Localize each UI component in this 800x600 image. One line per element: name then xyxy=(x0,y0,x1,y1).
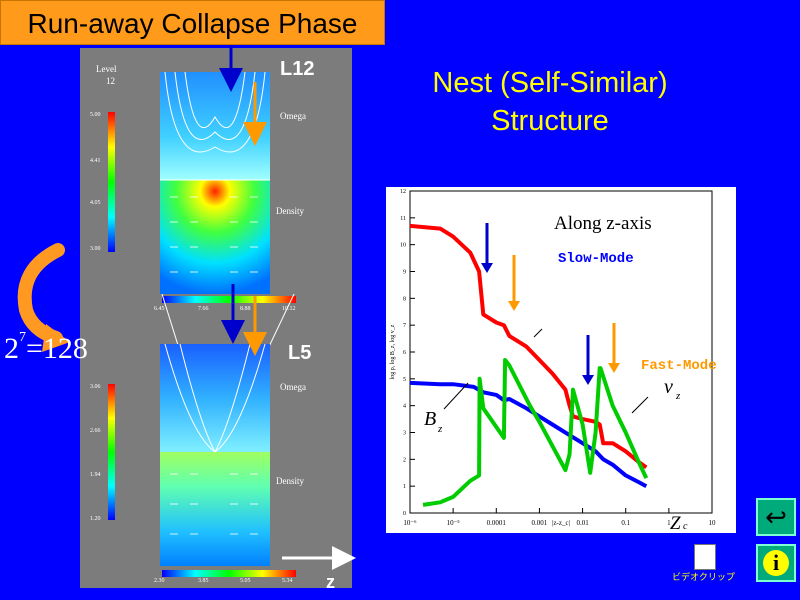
y-tick-label: 9 xyxy=(403,270,406,276)
chart-axes: 10⁻⁶ 10⁻⁵ 0.0001 0.001 0.01 0.1 1 1001234567891… xyxy=(390,189,716,527)
eq-exponent: 7 xyxy=(19,330,26,345)
top-cbar-tick-3: 3.00 xyxy=(90,246,101,252)
headline-line2: Structure xyxy=(491,105,609,137)
bottom-sim-image xyxy=(160,344,270,566)
x-tick-label: 0.0001 xyxy=(487,519,507,527)
y-tick-label: 6 xyxy=(403,350,406,356)
x-tick-label: 10⁻⁵ xyxy=(447,519,461,527)
headline-line1: Nest (Self-Similar) xyxy=(432,67,668,99)
eq-base: 2 xyxy=(4,332,19,365)
top-h-colorbar xyxy=(162,296,296,303)
bottom-h-tick-2: 5.05 xyxy=(240,578,251,584)
chart-blue-arrow-1-head xyxy=(481,263,493,273)
bottom-density-label: Density xyxy=(276,476,304,486)
level-value: 12 xyxy=(106,76,115,86)
top-plot-tag: L12 xyxy=(280,58,315,80)
profile-chart: 10⁻⁶ 10⁻⁵ 0.0001 0.001 0.01 0.1 1 10 0 1 2 3 4 5 6 7 8 9 1… xyxy=(386,187,736,534)
chart-blue-arrow-2-head xyxy=(582,375,594,385)
x-axis-label: |z-z_c| xyxy=(552,519,570,527)
top-h-tick-2: 8.88 xyxy=(240,306,251,312)
bottom-omega-label: Omega xyxy=(280,382,306,392)
level-label: Level xyxy=(96,64,117,74)
density-pointer xyxy=(533,328,543,338)
bz-label: B xyxy=(424,408,436,430)
y-axis-label: log ρ, log B_z, log v_z xyxy=(390,324,396,379)
vz-subscript: z xyxy=(675,390,681,402)
top-omega-label: Omega xyxy=(280,111,306,121)
y-tick-label: 2 xyxy=(403,457,406,463)
z-axis-label: z xyxy=(326,572,335,592)
bottom-h-tick-1: 3.85 xyxy=(198,578,209,584)
chart-series-layer xyxy=(409,223,649,507)
y-tick-label: 8 xyxy=(403,296,406,302)
top-cbar-tick-1: 4.41 xyxy=(90,158,101,164)
y-tick-label: 0 xyxy=(403,511,406,517)
y-tick-label: 7 xyxy=(403,323,406,329)
series-line-2 xyxy=(422,358,649,507)
bottom-cbar-tick-3: 1.20 xyxy=(90,516,101,522)
x-tick-label: 0.1 xyxy=(621,519,630,527)
y-tick-label: 11 xyxy=(400,216,406,222)
x-tick-label: 1 xyxy=(667,519,671,527)
x-tick-label: 0.01 xyxy=(576,519,589,527)
zc-subscript: c xyxy=(683,521,688,532)
bz-pointer xyxy=(443,382,469,410)
x-tick-label: 0.001 xyxy=(532,519,548,527)
x-tick-label: 10 xyxy=(709,519,717,527)
back-button[interactable]: ↩ xyxy=(756,498,796,536)
bottom-cbar-tick-1: 2.66 xyxy=(90,428,101,434)
info-icon: i xyxy=(763,550,789,576)
top-colorbar xyxy=(108,112,115,252)
slide-title: Run-away Collapse Phase xyxy=(0,0,385,45)
slow-mode-label: Slow-Mode xyxy=(558,251,634,267)
top-density-label: Density xyxy=(276,206,304,216)
vz-label: v xyxy=(664,376,673,398)
chart-orange-arrow-1-head xyxy=(508,301,520,311)
video-clip-caption[interactable]: ビデオクリップ xyxy=(672,572,735,582)
zc-label: Z xyxy=(670,513,681,533)
zoom-equation: 27=128 xyxy=(4,330,88,366)
top-h-tick-1: 7.66 xyxy=(198,306,209,312)
bottom-h-colorbar xyxy=(162,570,296,577)
video-clip-icon[interactable] xyxy=(694,544,716,570)
curved-orange-arrow xyxy=(17,243,65,345)
y-tick-label: 5 xyxy=(403,377,406,383)
headline: Nest (Self-Similar) Structure xyxy=(395,64,705,140)
simulation-panel: Level 12 5.00 4.41 4.05 3.00 L12 Omega D… xyxy=(80,48,352,588)
top-h-tick-0: 6.45 xyxy=(154,306,165,312)
y-tick-label: 3 xyxy=(403,431,406,437)
x-tick-label: 10⁻⁶ xyxy=(403,519,417,527)
top-cbar-tick-0: 5.00 xyxy=(90,112,101,118)
info-button[interactable]: i xyxy=(756,544,796,582)
bottom-colorbar xyxy=(108,384,115,520)
fast-mode-label: Fast-Mode xyxy=(641,358,717,374)
eq-rhs: =128 xyxy=(26,332,88,365)
bottom-plot-tag: L5 xyxy=(288,342,312,364)
chart-annotation: Along z-axis xyxy=(554,213,652,234)
chart-orange-arrow-2-head xyxy=(608,363,620,373)
y-tick-label: 4 xyxy=(403,404,406,410)
series-line-1 xyxy=(409,380,648,488)
y-tick-label: 1 xyxy=(403,484,406,490)
bottom-cbar-tick-0: 3.06 xyxy=(90,384,101,390)
back-icon: ↩ xyxy=(765,502,787,532)
bottom-h-tick-3: 5.34 xyxy=(282,578,293,584)
series-line-0 xyxy=(409,223,648,470)
top-cbar-tick-2: 4.05 xyxy=(90,200,101,206)
top-h-tick-3: 10.12 xyxy=(282,306,296,312)
bottom-h-tick-0: 2.30 xyxy=(154,578,165,584)
bottom-cbar-tick-2: 1.94 xyxy=(90,472,101,478)
bz-subscript: z xyxy=(437,423,443,435)
vz-pointer xyxy=(631,396,649,414)
y-tick-label: 10 xyxy=(400,243,406,249)
y-tick-label: 12 xyxy=(400,189,406,195)
profile-chart-svg: 10⁻⁶ 10⁻⁵ 0.0001 0.001 0.01 0.1 1 1001234567891… xyxy=(390,189,717,534)
